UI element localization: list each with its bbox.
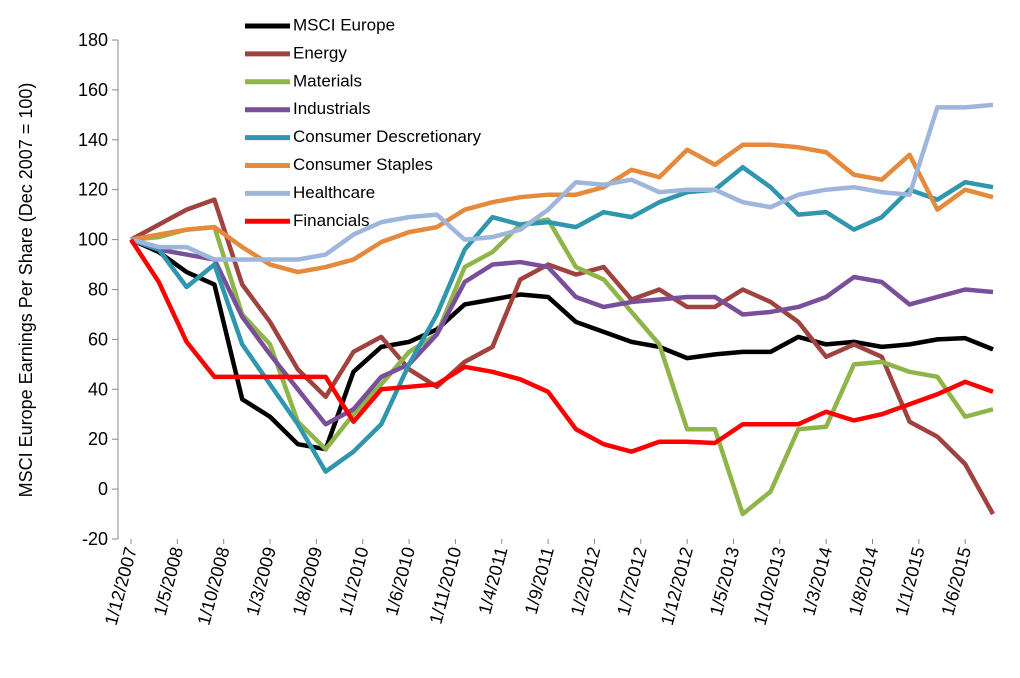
x-tick-label: 1/1/2015 (891, 545, 928, 618)
x-tick-label: 1/7/2012 (613, 545, 650, 618)
series-line (129, 197, 995, 516)
legend-label: Consumer Staples (293, 155, 433, 174)
legend-label: Healthcare (293, 183, 375, 202)
series-line (129, 238, 994, 454)
x-tick-label: 1/12/2012 (657, 545, 697, 628)
x-tick-label: 1/10/2008 (194, 545, 234, 628)
series-line (130, 164, 994, 474)
legend-label: MSCI Europe (293, 15, 395, 34)
y-tick-label: 40 (88, 379, 108, 399)
y-tick-label: 20 (88, 429, 108, 449)
x-tick-label: 1/4/2011 (475, 545, 512, 617)
legend-label: Industrials (293, 99, 370, 118)
x-tick-label: 1/1/2010 (335, 545, 372, 618)
y-tick-label: 140 (78, 130, 108, 150)
x-tick-label: 1/11/2010 (426, 545, 466, 626)
x-tick-label: 1/8/2014 (845, 545, 882, 618)
y-tick-label: 80 (88, 280, 108, 300)
x-tick-label: 1/3/2014 (799, 545, 836, 618)
legend-label: Consumer Descretionary (293, 127, 482, 146)
y-tick-label: 160 (78, 80, 108, 100)
series-line (130, 102, 994, 262)
y-tick-label: 120 (78, 180, 108, 200)
x-tick-label: 1/2/2012 (567, 545, 604, 618)
series-line (130, 237, 994, 427)
y-tick-label: 100 (78, 230, 108, 250)
x-tick-label: 1/3/2009 (242, 545, 279, 618)
y-tick-label: 180 (78, 30, 108, 50)
y-axis-label: MSCI Europe Earnings Per Share (Dec 2007… (16, 83, 36, 498)
legend-label: Energy (293, 43, 347, 62)
x-tick-label: 1/9/2011 (521, 545, 558, 617)
x-tick-label: 1/10/2013 (750, 545, 790, 628)
y-tick-label: 60 (88, 329, 108, 349)
x-tick-label: 1/5/2013 (706, 545, 743, 618)
legend-label: Financials (293, 211, 370, 230)
legend-label: Materials (293, 71, 362, 90)
series-line (130, 237, 994, 452)
x-tick-label: 1/5/2008 (150, 545, 187, 618)
x-tick-label: 1/8/2009 (289, 545, 326, 618)
x-tick-label: 1/6/2015 (938, 545, 975, 618)
y-tick-label: -20 (82, 529, 108, 549)
x-tick-label: 1/6/2010 (381, 545, 418, 618)
x-tick-label: 1/12/2007 (101, 545, 141, 628)
y-tick-label: 0 (98, 479, 108, 499)
